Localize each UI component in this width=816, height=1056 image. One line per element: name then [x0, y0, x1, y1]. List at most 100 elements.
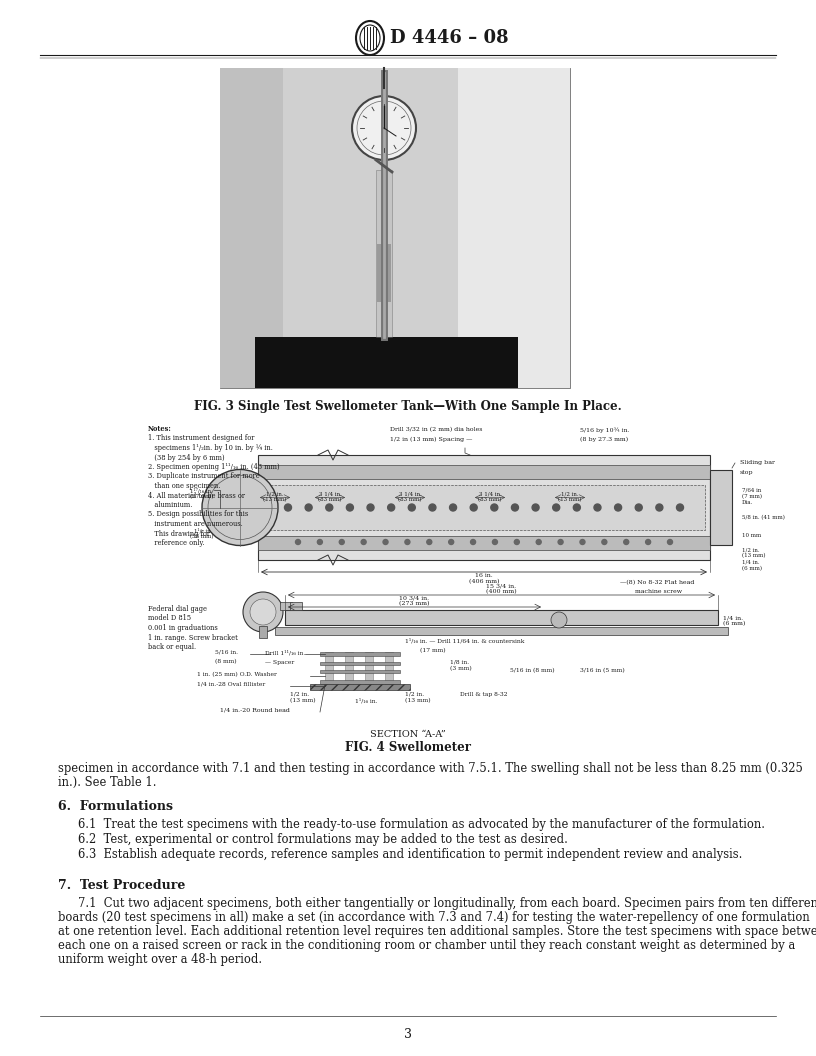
Text: (8 by 27.3 mm): (8 by 27.3 mm): [580, 437, 628, 442]
Bar: [377, 244, 391, 302]
Text: 5. Design possibilities for this: 5. Design possibilities for this: [148, 510, 248, 518]
Circle shape: [449, 540, 454, 545]
Circle shape: [326, 504, 333, 511]
Circle shape: [408, 504, 415, 511]
Circle shape: [512, 504, 518, 511]
Text: 6.1  Treat the test specimens with the ready-to-use formulation as advocated by : 6.1 Treat the test specimens with the re…: [78, 818, 765, 831]
Text: —(8) No 8-32 Flat head: —(8) No 8-32 Flat head: [620, 580, 694, 585]
Text: 6.  Formulations: 6. Formulations: [58, 800, 173, 813]
Text: 5/16 in.: 5/16 in.: [215, 650, 238, 655]
Bar: [258, 536, 710, 550]
Circle shape: [580, 540, 585, 545]
Text: This drawing for: This drawing for: [148, 529, 210, 538]
Circle shape: [339, 540, 344, 545]
Text: 1/2 in.
(13 mm): 1/2 in. (13 mm): [558, 491, 582, 503]
Text: 1 in. (25 mm) O.D. Washer: 1 in. (25 mm) O.D. Washer: [197, 672, 277, 677]
Text: 1/4 in.
(6 mm): 1/4 in. (6 mm): [742, 560, 762, 571]
Text: 1/2 in.
(13 mm): 1/2 in. (13 mm): [290, 692, 316, 703]
Circle shape: [285, 504, 291, 511]
Text: machine screw: machine screw: [635, 589, 682, 593]
Circle shape: [352, 96, 416, 161]
Text: 5/8 in. (41 mm): 5/8 in. (41 mm): [742, 515, 785, 521]
Bar: [325, 652, 333, 687]
Circle shape: [305, 504, 313, 511]
Text: 3/16 in (5 mm): 3/16 in (5 mm): [580, 668, 625, 673]
Circle shape: [635, 504, 642, 511]
Circle shape: [202, 470, 278, 546]
Text: back or equal.: back or equal.: [148, 643, 196, 650]
Circle shape: [614, 504, 622, 511]
Text: specimen in accordance with 7.1 and then testing in accordance with 7.5.1. The s: specimen in accordance with 7.1 and then…: [58, 762, 803, 775]
Text: (8 mm): (8 mm): [215, 659, 237, 664]
Circle shape: [558, 540, 563, 545]
Circle shape: [623, 540, 629, 545]
Bar: [283, 68, 458, 388]
Text: Sliding bar: Sliding bar: [740, 460, 775, 465]
Text: 1¹/₁₆ in.: 1¹/₁₆ in.: [355, 698, 378, 703]
Bar: [263, 485, 705, 530]
Circle shape: [388, 504, 395, 511]
Circle shape: [243, 592, 283, 631]
Text: Drill 1¹¹/₁₆ in.: Drill 1¹¹/₁₆ in.: [265, 650, 305, 656]
Text: 1 in. range. Screw bracket: 1 in. range. Screw bracket: [148, 634, 238, 641]
Bar: [255, 337, 517, 388]
Bar: [220, 68, 570, 388]
Circle shape: [470, 504, 477, 511]
Text: Drill 3/32 in (2 mm) dia holes: Drill 3/32 in (2 mm) dia holes: [390, 427, 482, 432]
Text: in.). See Table 1.: in.). See Table 1.: [58, 776, 157, 789]
Circle shape: [602, 540, 607, 545]
Bar: [710, 470, 732, 545]
Text: 10 mm: 10 mm: [742, 533, 761, 538]
Text: 7/64 in
(7 mm)
Dia.: 7/64 in (7 mm) Dia.: [742, 488, 762, 505]
Circle shape: [367, 504, 374, 511]
Text: 5/16 in (8 mm): 5/16 in (8 mm): [510, 668, 555, 673]
Text: 1¹/₁₆ in. — Drill 11/64 in. & countersink: 1¹/₁₆ in. — Drill 11/64 in. & countersin…: [405, 638, 525, 643]
Text: each one on a raised screen or rack in the conditioning room or chamber until th: each one on a raised screen or rack in t…: [58, 939, 796, 953]
Text: Federal dial gage: Federal dial gage: [148, 605, 207, 612]
Circle shape: [656, 504, 663, 511]
Circle shape: [594, 504, 601, 511]
Text: — Spacer: — Spacer: [265, 660, 295, 665]
Bar: [280, 602, 292, 610]
Text: boards (20 test specimens in all) make a set (in accordance with 7.3 and 7.4) fo: boards (20 test specimens in all) make a…: [58, 911, 809, 924]
Circle shape: [450, 504, 457, 511]
Circle shape: [552, 504, 560, 511]
Text: 1/2 in.
(13 mm): 1/2 in. (13 mm): [405, 692, 431, 703]
Text: Notes:: Notes:: [148, 425, 172, 433]
Text: 3. Duplicate instrument for more: 3. Duplicate instrument for more: [148, 472, 259, 480]
Circle shape: [250, 599, 276, 625]
Text: 1¹/₂ in.
(38 mm): 1¹/₂ in. (38 mm): [189, 528, 213, 540]
Bar: [320, 670, 400, 673]
Circle shape: [347, 504, 353, 511]
Text: 1/2 in.
(13 mm): 1/2 in. (13 mm): [264, 491, 286, 503]
Text: (17 mm): (17 mm): [420, 648, 446, 654]
Text: model D 815: model D 815: [148, 615, 191, 622]
Circle shape: [536, 540, 541, 545]
Text: 10 3/4 in.
(273 mm): 10 3/4 in. (273 mm): [399, 595, 430, 606]
Circle shape: [361, 540, 366, 545]
Text: 1/8 in.
(3 mm): 1/8 in. (3 mm): [450, 660, 472, 671]
Text: 1/4 in.-20 Round head: 1/4 in.-20 Round head: [220, 708, 290, 713]
Circle shape: [427, 540, 432, 545]
Text: D 4446 – 08: D 4446 – 08: [390, 29, 508, 48]
Text: at one retention level. Each additional retention level requires ten additional : at one retention level. Each additional …: [58, 925, 816, 938]
Text: FIG. 3 Single Test Swellometer Tank—With One Sample In Place.: FIG. 3 Single Test Swellometer Tank—With…: [194, 400, 622, 413]
Circle shape: [429, 504, 436, 511]
Circle shape: [405, 540, 410, 545]
Text: 6.2  Test, experimental or control formulations may be added to the test as desi: 6.2 Test, experimental or control formul…: [78, 833, 568, 846]
Text: 6.3  Establish adequate records, reference samples and identification to permit : 6.3 Establish adequate records, referenc…: [78, 848, 743, 861]
Text: instrument are numerous.: instrument are numerous.: [148, 520, 242, 528]
Text: 1/2 in.
(13 mm): 1/2 in. (13 mm): [742, 547, 765, 558]
Bar: [285, 610, 718, 625]
Text: 7.  Test Procedure: 7. Test Procedure: [58, 879, 185, 892]
Text: 7.1  Cut two adjacent specimens, both either tangentially or longitudinally, fro: 7.1 Cut two adjacent specimens, both eit…: [78, 897, 816, 910]
Text: 5/16 by 10¾ in.: 5/16 by 10¾ in.: [580, 427, 629, 433]
Bar: [290, 602, 302, 610]
Text: 1/2 in (13 mm) Spacing —: 1/2 in (13 mm) Spacing —: [390, 437, 472, 442]
Text: 1/4 in.-28 Oval fillister: 1/4 in.-28 Oval fillister: [197, 682, 265, 687]
Circle shape: [317, 540, 322, 545]
Text: 3 1/4 in.
(83 mm): 3 1/4 in. (83 mm): [478, 491, 502, 503]
Text: 3 1/4 in.
(83 mm): 3 1/4 in. (83 mm): [318, 491, 342, 503]
Text: reference only.: reference only.: [148, 539, 205, 547]
Circle shape: [574, 504, 580, 511]
